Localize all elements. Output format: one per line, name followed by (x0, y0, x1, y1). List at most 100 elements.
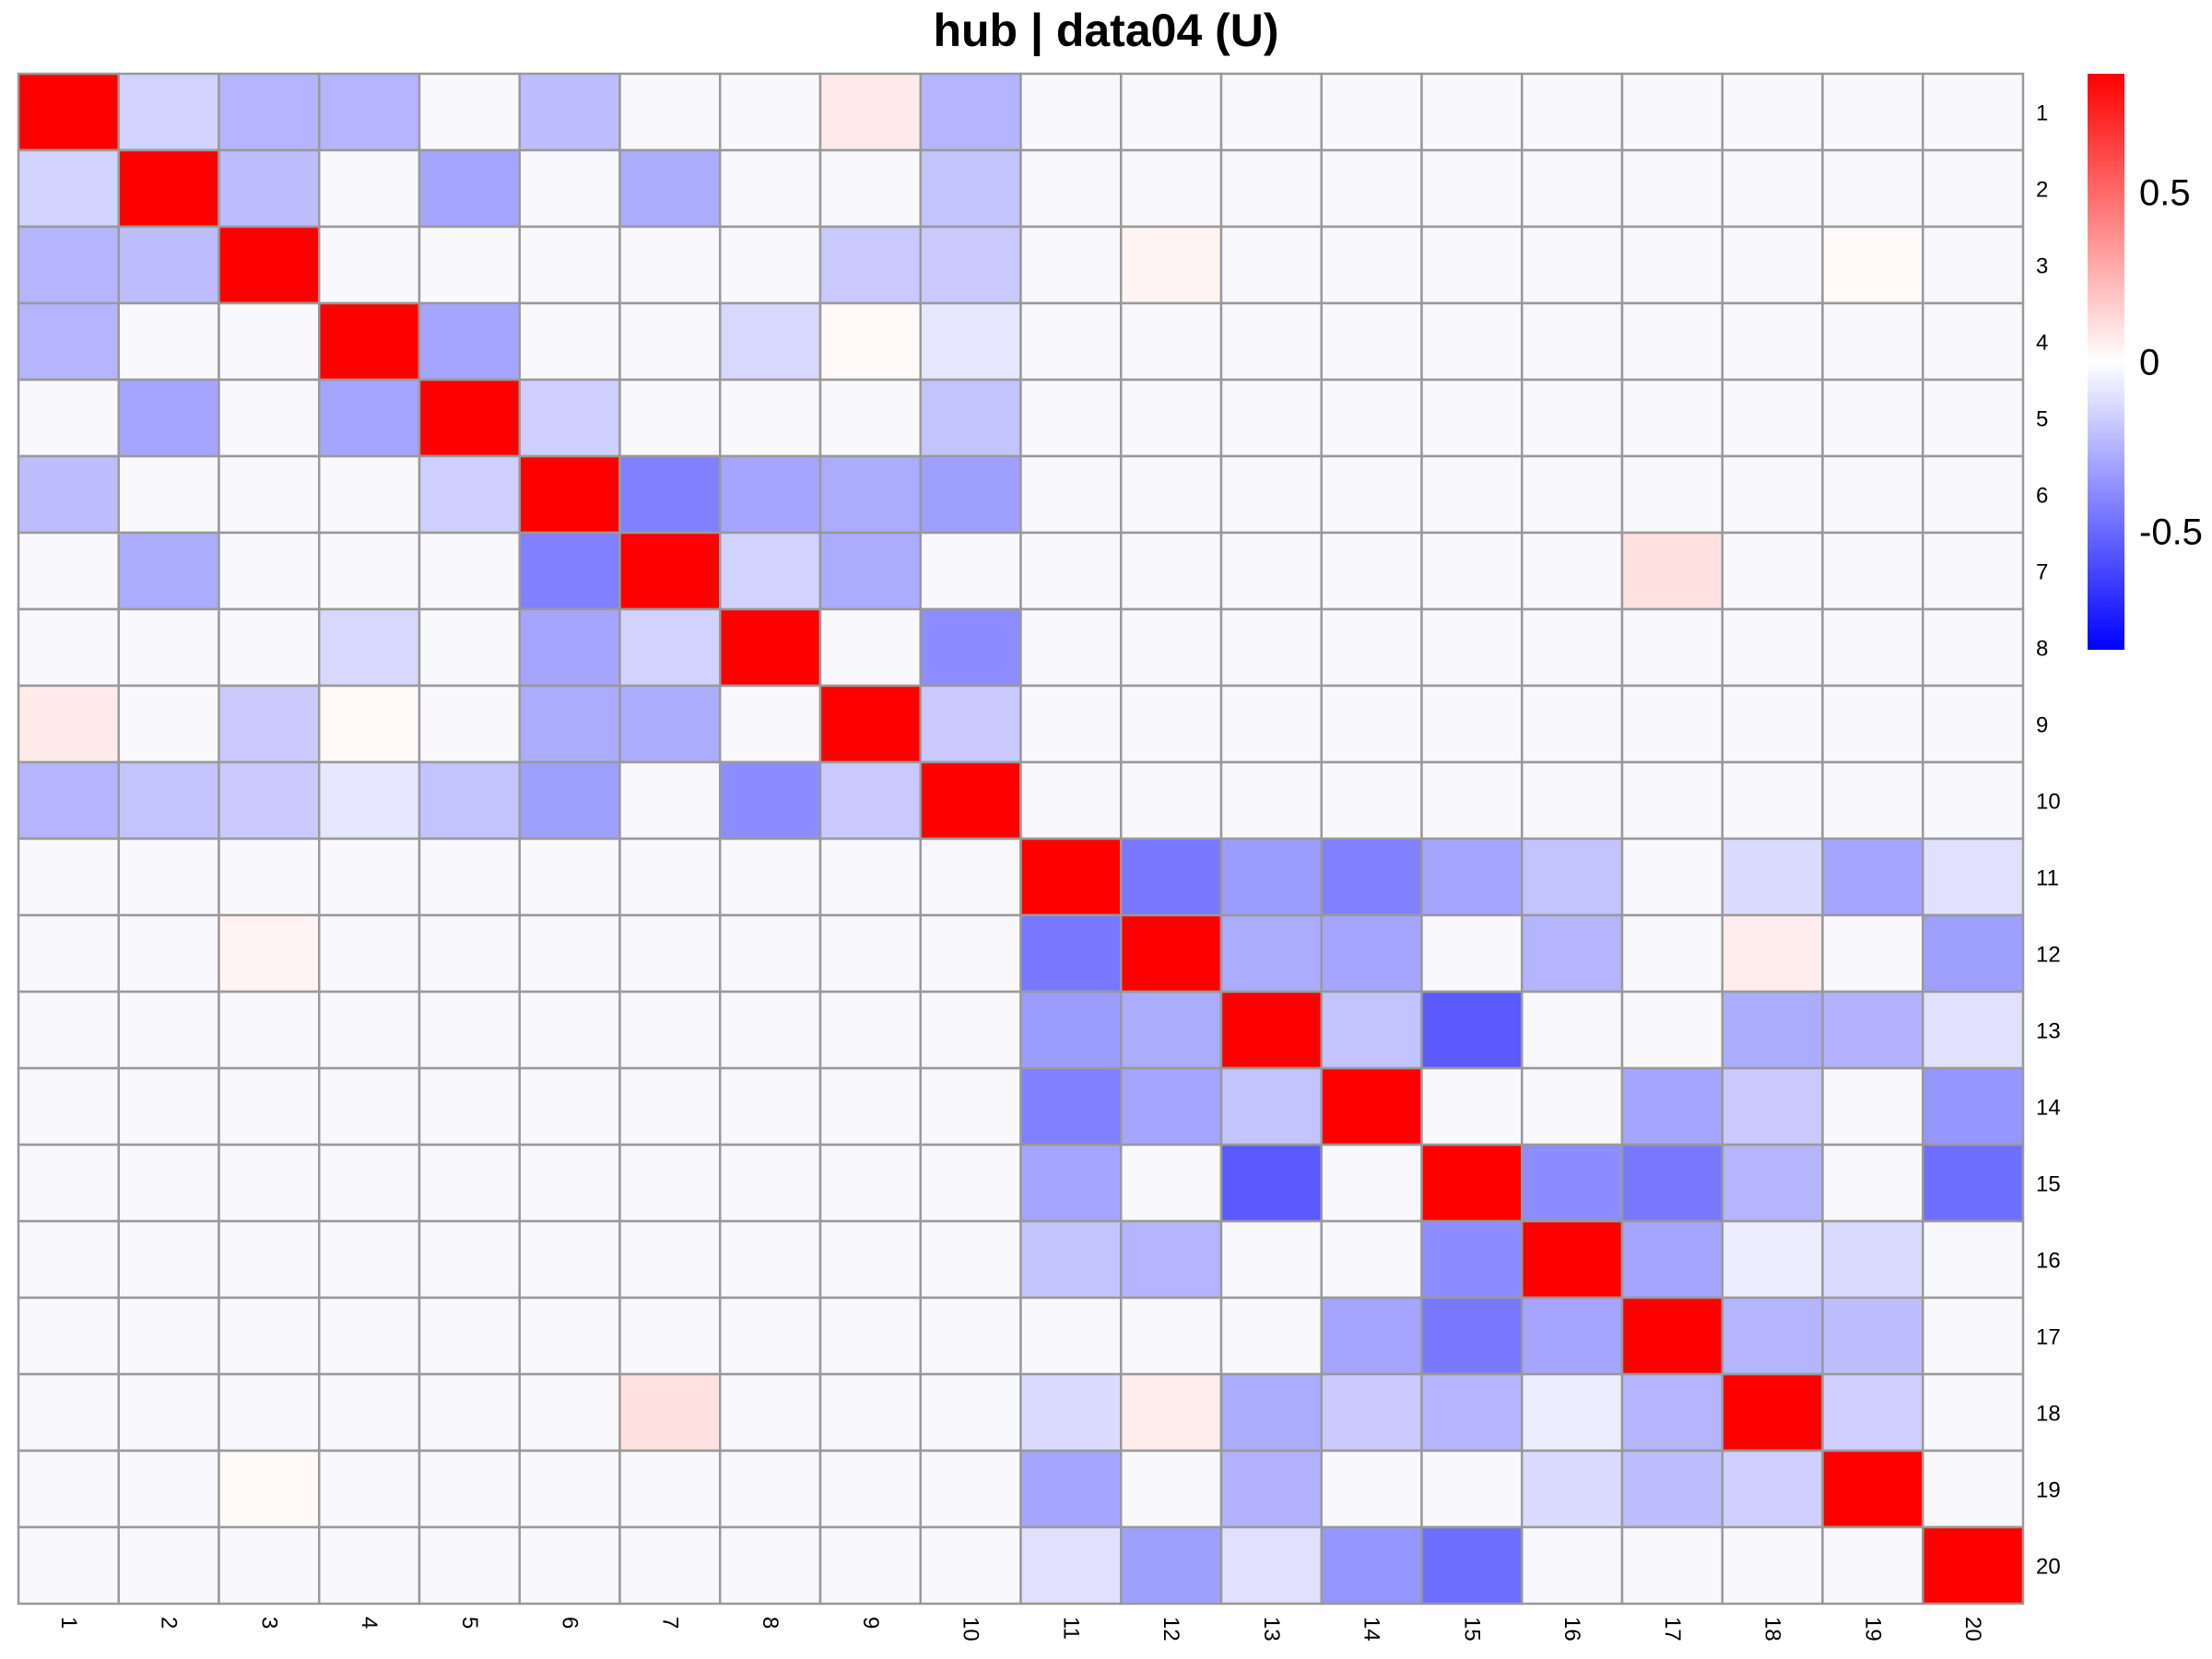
heatmap-cell-r16-c20 (1922, 1219, 2025, 1300)
heatmap-cell-r5-c6 (518, 378, 621, 458)
heatmap-cell-r12-c1 (17, 913, 120, 994)
heatmap-cell-r1-c2 (117, 72, 220, 152)
heatmap-cell-r12-c4 (318, 913, 421, 994)
heatmap-cell-r1-c7 (618, 72, 722, 152)
row-label: 5 (2036, 407, 2048, 432)
heatmap-cell-r4-c4 (318, 301, 421, 382)
heatmap-cell-r16-c9 (818, 1219, 922, 1300)
heatmap-cell-r14-c19 (1821, 1066, 1924, 1147)
heatmap-cell-r8-c1 (17, 607, 120, 688)
row-label: 19 (2036, 1478, 2061, 1503)
heatmap-cell-r4-c18 (1721, 301, 1824, 382)
row-label: 3 (2036, 254, 2048, 279)
heatmap-cell-r2-c14 (1320, 148, 1423, 229)
heatmap-cell-r11-c8 (719, 837, 822, 917)
heatmap-cell-r3-c17 (1620, 225, 1724, 305)
heatmap-cell-r13-c2 (117, 990, 220, 1070)
heatmap-cell-r20-c18 (1721, 1525, 1824, 1606)
heatmap-cell-r20-c14 (1320, 1525, 1423, 1606)
heatmap-cell-r10-c19 (1821, 760, 1924, 841)
heatmap-cell-r7-c4 (318, 531, 421, 611)
heatmap-cell-r17-c5 (418, 1296, 521, 1376)
heatmap-cell-r3-c14 (1320, 225, 1423, 305)
row-label: 10 (2036, 790, 2061, 815)
heatmap-cell-r5-c4 (318, 378, 421, 458)
heatmap-cell-r15-c9 (818, 1143, 922, 1223)
heatmap-cell-r19-c8 (719, 1449, 822, 1529)
heatmap-cell-r13-c15 (1420, 990, 1524, 1070)
heatmap-cell-r9-c6 (518, 684, 621, 764)
heatmap-cell-r19-c20 (1922, 1449, 2025, 1529)
heatmap-cell-r10-c2 (117, 760, 220, 841)
heatmap-cell-r1-c18 (1721, 72, 1824, 152)
heatmap-cell-r13-c16 (1521, 990, 1624, 1070)
heatmap-cell-r10-c6 (518, 760, 621, 841)
heatmap-cell-r1-c9 (818, 72, 922, 152)
heatmap-cell-r5-c17 (1620, 378, 1724, 458)
heatmap-cell-r11-c18 (1721, 837, 1824, 917)
row-label: 2 (2036, 178, 2048, 203)
heatmap-cell-r17-c13 (1219, 1296, 1323, 1376)
heatmap-cell-r5-c5 (418, 378, 521, 458)
heatmap-cell-r9-c11 (1019, 684, 1123, 764)
heatmap-cell-r14-c2 (117, 1066, 220, 1147)
heatmap-cell-r8-c3 (218, 607, 321, 688)
heatmap-cell-r19-c18 (1721, 1449, 1824, 1529)
heatmap-cell-r6-c5 (418, 454, 521, 535)
heatmap-cell-r19-c1 (17, 1449, 120, 1529)
heatmap-cell-r10-c18 (1721, 760, 1824, 841)
heatmap-cell-r11-c15 (1420, 837, 1524, 917)
heatmap-cell-r6-c6 (518, 454, 621, 535)
color-legend: 0.5 0 -0.5 (2088, 74, 2203, 650)
heatmap-cell-r5-c3 (218, 378, 321, 458)
heatmap-cell-r4-c9 (818, 301, 922, 382)
heatmap-cell-r10-c5 (418, 760, 521, 841)
row-label: 1 (2036, 101, 2048, 126)
heatmap-cell-r12-c16 (1521, 913, 1624, 994)
heatmap-cell-r3-c4 (318, 225, 421, 305)
heatmap-cell-r16-c2 (117, 1219, 220, 1300)
heatmap-cell-r1-c4 (318, 72, 421, 152)
heatmap-cell-r18-c9 (818, 1372, 922, 1453)
heatmap-cell-r18-c14 (1320, 1372, 1423, 1453)
heatmap-cell-r14-c16 (1521, 1066, 1624, 1147)
heatmap-cell-r2-c5 (418, 148, 521, 229)
heatmap-cell-r6-c10 (919, 454, 1022, 535)
row-label: 12 (2036, 943, 2061, 968)
heatmap-cell-r15-c7 (618, 1143, 722, 1223)
heatmap-cell-r10-c7 (618, 760, 722, 841)
heatmap-cell-r20-c2 (117, 1525, 220, 1606)
heatmap-cell-r15-c5 (418, 1143, 521, 1223)
heatmap-cell-r5-c12 (1120, 378, 1223, 458)
heatmap-cell-r4-c1 (17, 301, 120, 382)
heatmap-cell-r15-c20 (1922, 1143, 2025, 1223)
heatmap-cell-r4-c11 (1019, 301, 1123, 382)
heatmap-cell-r7-c20 (1922, 531, 2025, 611)
heatmap-cell-r2-c1 (17, 148, 120, 229)
heatmap-cell-r8-c12 (1120, 607, 1223, 688)
column-label: 13 (1259, 1617, 1284, 1641)
heatmap-cell-r18-c15 (1420, 1372, 1524, 1453)
heatmap-cell-r4-c10 (919, 301, 1022, 382)
heatmap-cell-r14-c12 (1120, 1066, 1223, 1147)
heatmap-cell-r3-c20 (1922, 225, 2025, 305)
heatmap-cell-r17-c12 (1120, 1296, 1223, 1376)
colorbar-gradient (2088, 74, 2124, 650)
heatmap-cell-r5-c14 (1320, 378, 1423, 458)
row-label: 16 (2036, 1249, 2061, 1274)
heatmap-cell-r15-c12 (1120, 1143, 1223, 1223)
heatmap-cell-r20-c11 (1019, 1525, 1123, 1606)
heatmap-cell-r18-c13 (1219, 1372, 1323, 1453)
heatmap-cell-r4-c3 (218, 301, 321, 382)
heatmap-cell-r14-c18 (1721, 1066, 1824, 1147)
heatmap-cell-r11-c20 (1922, 837, 2025, 917)
heatmap-cell-r6-c14 (1320, 454, 1423, 535)
heatmap-cell-r8-c15 (1420, 607, 1524, 688)
heatmap-cell-r12-c12 (1120, 913, 1223, 994)
heatmap-cell-r18-c19 (1821, 1372, 1924, 1453)
heatmap-cell-r8-c6 (518, 607, 621, 688)
heatmap-cell-r13-c19 (1821, 990, 1924, 1070)
heatmap-cell-r7-c19 (1821, 531, 1924, 611)
heatmap-cell-r6-c20 (1922, 454, 2025, 535)
heatmap-cell-r12-c3 (218, 913, 321, 994)
